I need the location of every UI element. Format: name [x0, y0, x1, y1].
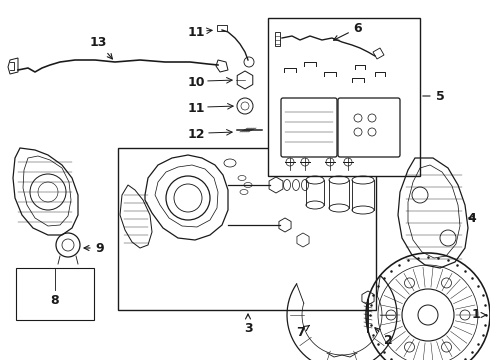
Text: 11: 11: [187, 102, 205, 114]
Text: 2: 2: [375, 328, 392, 346]
Text: 13: 13: [89, 36, 112, 59]
Text: 7: 7: [295, 325, 310, 338]
Text: 9: 9: [84, 242, 104, 255]
Bar: [217, 25, 227, 31]
Text: 12: 12: [187, 127, 205, 140]
Text: 11: 11: [187, 26, 205, 39]
Text: 4: 4: [467, 211, 476, 225]
Bar: [16, 268, 94, 320]
Bar: [268, 18, 420, 176]
Text: 10: 10: [187, 76, 205, 89]
Text: 5: 5: [423, 90, 444, 103]
Text: 3: 3: [244, 314, 252, 334]
Text: 8: 8: [50, 293, 59, 306]
Text: 1: 1: [472, 309, 486, 321]
Text: 6: 6: [334, 22, 362, 40]
Bar: [118, 148, 376, 310]
